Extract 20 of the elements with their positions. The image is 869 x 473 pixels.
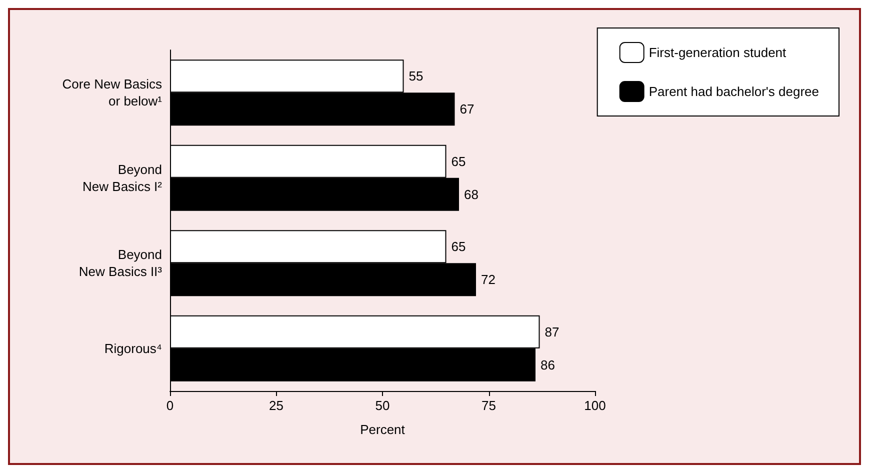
x-axis-title: Percent <box>360 422 406 437</box>
x-tick-label: 75 <box>482 398 496 413</box>
y-tick-label: Rigorous⁴ <box>104 340 162 356</box>
data-label: 65 <box>451 154 466 169</box>
legend-label: First-generation student <box>648 45 787 60</box>
y-tick-label: Beyond New Basics I² <box>82 162 163 194</box>
y-tick-label: Beyond New Basics II³ <box>78 247 163 280</box>
data-label: 72 <box>481 272 496 288</box>
data-label: 67 <box>460 102 474 117</box>
x-tick-label: 0 <box>166 398 174 413</box>
x-tick-label: 50 <box>375 398 390 413</box>
x-tick-label: 25 <box>269 398 284 413</box>
data-label: 65 <box>451 239 466 254</box>
x-tick-label: 100 <box>584 398 606 413</box>
data-label: 86 <box>540 357 555 372</box>
y-tick-label: Core New Basics or below¹ <box>62 76 163 109</box>
data-label: 68 <box>464 186 478 202</box>
legend-label: Parent had bachelor's degree <box>648 84 819 99</box>
data-label: 55 <box>408 68 424 84</box>
data-label: 87 <box>544 324 560 340</box>
